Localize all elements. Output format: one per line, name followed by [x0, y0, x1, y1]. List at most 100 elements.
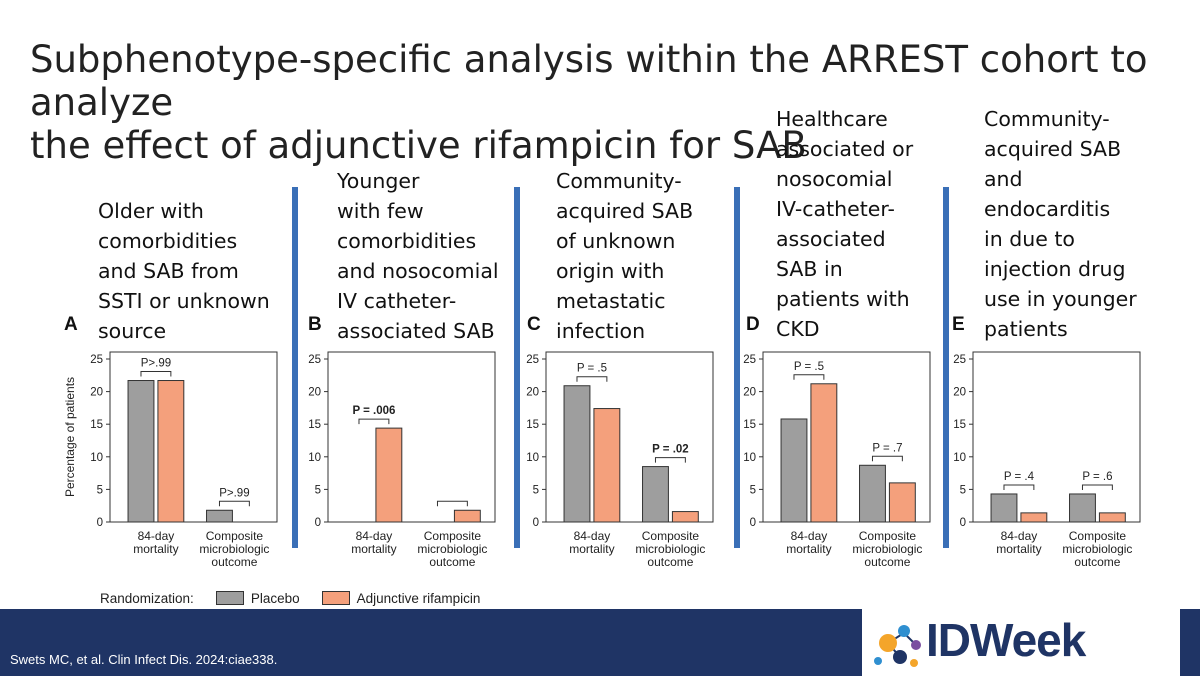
significance-bracket — [140, 371, 172, 377]
bar-rifampicin — [1098, 512, 1126, 523]
legend-swatch-rifampicin — [321, 591, 350, 605]
bar-placebo — [642, 466, 669, 523]
y-tick-label: 0 — [750, 517, 756, 529]
y-tick-label: 20 — [526, 387, 539, 399]
molecule-icon — [874, 625, 921, 667]
panel-d-description: Healthcare associated or nosocomial IV-c… — [776, 104, 913, 344]
x-category-label: outcome — [864, 555, 910, 569]
bar-rifampicin — [1020, 512, 1048, 523]
y-tick-label: 25 — [90, 354, 103, 366]
significance-bracket — [871, 455, 903, 462]
bar-placebo — [859, 464, 886, 523]
y-tick-label: 25 — [953, 354, 966, 366]
y-tick-label: 15 — [90, 419, 103, 431]
desc-line: with few — [337, 199, 424, 223]
bar-rifampicin — [810, 383, 838, 523]
x-category-label: microbiologic — [635, 542, 705, 556]
x-category-label: outcome — [647, 555, 693, 569]
panel-letter-c: C — [527, 314, 541, 335]
panel-separator — [292, 187, 298, 548]
p-value-label: P>.99 — [219, 487, 249, 499]
desc-line: injection drug — [984, 257, 1126, 281]
desc-line: in due to — [984, 227, 1075, 251]
significance-bracket — [576, 376, 608, 382]
p-value-label: P>.99 — [141, 358, 171, 370]
legend-title: Randomization: — [100, 590, 194, 606]
desc-line: of unknown — [556, 229, 676, 253]
bar-placebo — [780, 418, 808, 523]
y-tick-label: 20 — [743, 387, 756, 399]
desc-line: acquired SAB — [556, 199, 694, 223]
x-category-label: Composite — [206, 529, 264, 543]
desc-line: IV-catheter- — [776, 197, 895, 221]
significance-bracket — [218, 500, 250, 507]
x-category-label: 84-day — [1001, 529, 1038, 543]
plot-frame — [327, 351, 496, 523]
panel-e-description: Community- acquired SAB and endocarditis… — [984, 104, 1137, 344]
logo-text: IDWeek — [926, 614, 1086, 666]
panel-separator — [943, 187, 949, 548]
bar-rifampicin — [671, 511, 699, 523]
x-category-label: microbiologic — [417, 542, 487, 556]
p-value-label: P = .5 — [577, 363, 607, 375]
bar-placebo — [990, 493, 1018, 523]
idweek-logo: IDWeek — [862, 609, 1180, 676]
desc-line: Community- — [556, 169, 682, 193]
panel-c-description: Community- acquired SAB of unknown origi… — [556, 166, 693, 346]
x-category-label: mortality — [996, 542, 1041, 556]
significance-bracket — [358, 418, 390, 425]
y-tick-label: 5 — [533, 484, 539, 496]
plot-frame — [972, 351, 1141, 523]
desc-line: and nosocomial — [337, 259, 499, 283]
desc-line: acquired SAB — [984, 137, 1122, 161]
charts-canvas: 0 5 10 15 20 25 Percentage of patients P>.99 84-… — [63, 351, 1141, 569]
desc-line: patients with — [776, 287, 910, 311]
plot-frame — [545, 351, 714, 523]
y-tick-label: 10 — [743, 452, 756, 464]
x-category-label: outcome — [211, 555, 257, 569]
y-tick-label: 10 — [953, 452, 966, 464]
desc-line: associated SAB — [337, 319, 495, 343]
desc-line: associated or — [776, 137, 914, 161]
desc-line: endocarditis — [984, 197, 1111, 221]
desc-line: and — [984, 167, 1023, 191]
desc-line: patients — [984, 317, 1068, 341]
desc-line: Community- — [984, 107, 1110, 131]
y-axis-label: Percentage of patients — [63, 377, 77, 497]
y-tick-label: 20 — [90, 387, 103, 399]
legend-swatch-placebo — [215, 591, 244, 605]
y-tick-label: 0 — [315, 517, 321, 529]
x-category-label: 84-day — [356, 529, 393, 543]
desc-line: SSTI or unknown — [98, 289, 270, 313]
y-tick-label: 10 — [526, 452, 539, 464]
x-category-label: 84-day — [574, 529, 611, 543]
bar-placebo — [563, 385, 591, 523]
y-tick-label: 20 — [308, 387, 321, 399]
y-tick-label: 15 — [743, 419, 756, 431]
desc-line: CKD — [776, 317, 820, 341]
bar-rifampicin — [375, 427, 403, 523]
bar-placebo — [1069, 493, 1096, 523]
x-category-label: Composite — [1069, 529, 1127, 543]
y-tick-label: 15 — [308, 419, 321, 431]
plot-frame — [762, 351, 931, 523]
x-category-label: Composite — [424, 529, 482, 543]
panel-b-description: Younger with few comorbidities and nosoc… — [337, 166, 499, 346]
y-tick-label: 5 — [97, 484, 103, 496]
bar-rifampicin — [593, 408, 621, 523]
p-value-label: P = .006 — [352, 405, 395, 417]
p-value-label: P = .4 — [1004, 471, 1035, 483]
x-category-label: outcome — [429, 555, 475, 569]
desc-line: IV catheter- — [337, 289, 457, 313]
panel-letter-e: E — [952, 314, 965, 335]
desc-line: source — [98, 319, 167, 343]
slide-title: Subphenotype-specific analysis within th… — [30, 38, 1170, 167]
desc-line: Healthcare — [776, 107, 888, 131]
significance-bracket — [1081, 484, 1113, 490]
desc-line: use in younger — [984, 287, 1137, 311]
y-tick-label: 0 — [960, 517, 966, 529]
bar-rifampicin — [888, 482, 916, 523]
significance-bracket — [436, 500, 468, 507]
panel-separator — [734, 187, 740, 548]
legend-label-placebo: Placebo — [250, 590, 300, 606]
